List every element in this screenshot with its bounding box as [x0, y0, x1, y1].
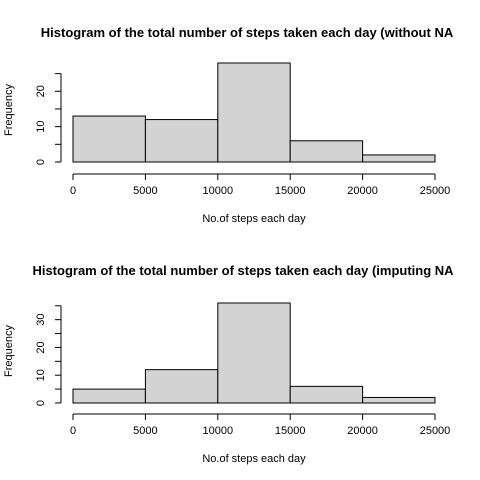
- histogram-bar: [362, 154, 436, 163]
- x-axis-label: No.of steps each day: [202, 213, 306, 225]
- chart-title: Histogram of the total number of steps t…: [32, 263, 454, 278]
- x-tick-label: 5000: [133, 185, 157, 197]
- chart-title: Histogram of the total number of steps t…: [41, 25, 454, 40]
- histogram-bar: [217, 302, 291, 404]
- y-tick-label: 10: [35, 121, 47, 133]
- x-tick-label: 10000: [203, 425, 234, 437]
- y-tick-label: 0: [35, 400, 47, 406]
- histogram-bar: [217, 62, 291, 163]
- y-tick-label: 20: [35, 85, 47, 97]
- histogram-bar: [144, 369, 219, 404]
- histogram-bar: [289, 385, 364, 404]
- y-axis-label: Frequency: [3, 84, 15, 136]
- x-tick-label: 25000: [420, 425, 451, 437]
- x-tick-label: 0: [70, 185, 76, 197]
- x-tick-label: 10000: [203, 185, 234, 197]
- x-tick-label: 15000: [275, 185, 306, 197]
- histogram-panel-imputing-na: Histogram of the total number of steps t…: [3, 263, 454, 465]
- x-tick-label: 15000: [275, 425, 306, 437]
- histogram-bar: [72, 388, 146, 404]
- histogram-bar: [289, 140, 364, 163]
- x-tick-label: 5000: [133, 425, 157, 437]
- y-tick-label: 20: [35, 341, 47, 353]
- histogram-panel-without-na: Histogram of the total number of steps t…: [3, 25, 454, 225]
- x-tick-label: 20000: [347, 425, 378, 437]
- histogram-bar: [362, 396, 436, 404]
- y-tick-label: 0: [35, 159, 47, 165]
- y-tick-label: 10: [35, 369, 47, 381]
- x-tick-label: 25000: [420, 185, 451, 197]
- histogram-bar: [72, 115, 146, 163]
- histogram-bar: [144, 119, 219, 163]
- x-tick-label: 20000: [347, 185, 378, 197]
- x-axis-label: No.of steps each day: [202, 453, 306, 465]
- y-tick-label: 30: [35, 314, 47, 326]
- y-axis-label: Frequency: [3, 325, 15, 377]
- x-tick-label: 0: [70, 425, 76, 437]
